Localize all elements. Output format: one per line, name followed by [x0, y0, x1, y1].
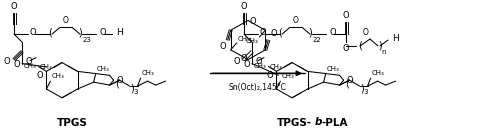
Text: O: O [10, 2, 18, 11]
Text: ): ) [130, 84, 134, 94]
Text: (: ( [114, 78, 118, 88]
Text: O: O [267, 71, 274, 80]
Text: O: O [256, 57, 262, 66]
Text: H: H [116, 28, 123, 37]
Text: CH₃: CH₃ [52, 73, 64, 79]
Text: O: O [346, 76, 353, 85]
Text: O: O [293, 16, 299, 25]
Text: O: O [4, 57, 10, 66]
Text: CH₃: CH₃ [39, 64, 52, 70]
Text: H: H [392, 34, 399, 43]
Text: ): ) [308, 27, 312, 37]
Text: O: O [100, 28, 106, 37]
Text: O: O [260, 28, 266, 37]
Text: (: ( [358, 41, 362, 51]
Text: O: O [240, 54, 247, 63]
Text: O: O [363, 28, 369, 37]
Text: O: O [244, 60, 250, 69]
Text: 3: 3 [134, 89, 138, 95]
Text: O: O [342, 44, 349, 53]
Text: (: ( [278, 27, 282, 37]
Text: O: O [270, 29, 277, 38]
Text: CH₃: CH₃ [142, 70, 154, 76]
Text: 22: 22 [313, 37, 322, 43]
Text: TPGS-: TPGS- [277, 118, 312, 128]
Text: O: O [37, 71, 44, 80]
Text: CH₃: CH₃ [372, 70, 384, 76]
Text: ): ) [360, 84, 364, 94]
Text: ): ) [378, 41, 382, 51]
Text: O: O [240, 2, 248, 11]
Text: O: O [219, 42, 226, 51]
Text: Sn(Oct)₂,145°C: Sn(Oct)₂,145°C [228, 83, 286, 92]
Text: O: O [63, 16, 69, 25]
Text: CH₃: CH₃ [246, 38, 258, 44]
Text: TPGS: TPGS [56, 118, 88, 128]
Text: CH₃: CH₃ [96, 66, 110, 72]
Text: CH₃: CH₃ [24, 63, 36, 70]
Text: O: O [330, 28, 336, 37]
Text: 3: 3 [364, 89, 368, 95]
Text: ): ) [78, 27, 82, 37]
Text: O: O [234, 57, 240, 66]
Text: n: n [381, 49, 386, 55]
Text: CH₃: CH₃ [282, 73, 294, 79]
Text: O: O [116, 76, 123, 85]
Text: O: O [14, 60, 20, 69]
Text: 23: 23 [83, 37, 92, 43]
Text: O: O [30, 28, 36, 37]
Text: CH₃: CH₃ [326, 66, 340, 72]
Text: CH₃: CH₃ [238, 36, 250, 42]
Text: b: b [315, 117, 322, 127]
Text: O: O [249, 17, 256, 26]
Text: O: O [26, 57, 32, 66]
Text: CH₃: CH₃ [254, 63, 266, 70]
Text: (: ( [48, 27, 52, 37]
Text: O: O [342, 11, 349, 21]
Text: (: ( [344, 78, 348, 88]
Text: -PLA: -PLA [322, 118, 348, 128]
Text: CH₃: CH₃ [269, 64, 282, 70]
